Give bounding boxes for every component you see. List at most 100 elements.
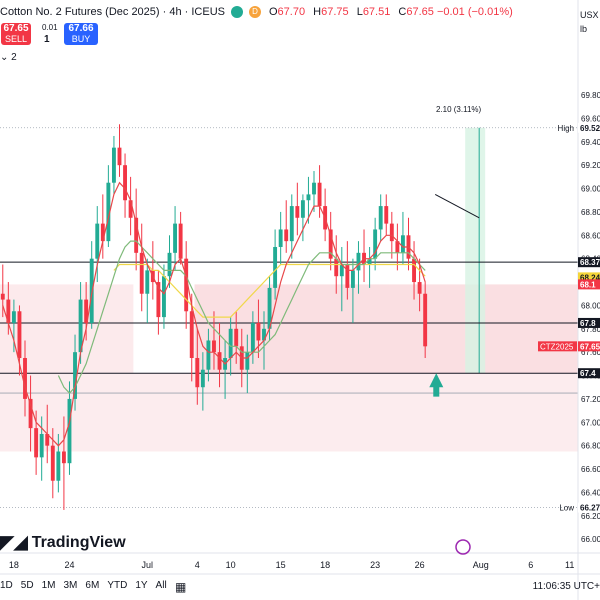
price-tag-bg-0 bbox=[578, 272, 600, 283]
symbol-tag-bg bbox=[538, 341, 577, 352]
high-label: High bbox=[558, 124, 574, 133]
candle-42 bbox=[234, 311, 239, 364]
y-tick-label-2: 66.40 bbox=[581, 488, 600, 497]
x-tick-label-7: 23 bbox=[370, 560, 380, 570]
candle-18 bbox=[100, 194, 105, 259]
candle-12 bbox=[67, 381, 72, 475]
hline-tag-3: 69.52 bbox=[580, 124, 600, 133]
price-tag-bg-1 bbox=[578, 279, 600, 290]
candle-61 bbox=[339, 246, 344, 312]
buy-button[interactable]: 67.66 BUY bbox=[64, 23, 98, 45]
tf-all[interactable]: All bbox=[155, 580, 167, 591]
price-tag-2: 67.65 bbox=[580, 342, 600, 351]
x-tick-label-10: 6 bbox=[528, 560, 533, 570]
buy-label: BUY bbox=[71, 34, 91, 44]
candle-body-9 bbox=[50, 445, 55, 481]
tf-1d[interactable]: 1D bbox=[0, 580, 13, 591]
tradingview-icon: ◤◢ bbox=[0, 532, 28, 552]
sell-button[interactable]: 67.65 SELL bbox=[1, 23, 31, 45]
hline-tag-bg-1 bbox=[578, 317, 600, 328]
candle-body-67 bbox=[373, 229, 378, 259]
market-status-icon bbox=[230, 6, 243, 18]
candle-body-37 bbox=[206, 340, 211, 370]
unit-label: lb bbox=[580, 24, 588, 34]
candle-body-72 bbox=[400, 235, 405, 253]
tf-1m[interactable]: 1M bbox=[41, 580, 56, 591]
x-tick-label-9: Aug bbox=[473, 560, 489, 570]
candle-31 bbox=[173, 206, 178, 271]
candle-body-30 bbox=[167, 252, 172, 277]
ohlc-readout: O67.70 H67.75 L67.51 C67.65 −0.01 (−0.01… bbox=[269, 6, 518, 18]
candle-5 bbox=[28, 375, 33, 452]
clock[interactable]: 11:06:35 UTC+ bbox=[532, 581, 600, 592]
candle-body-36 bbox=[200, 369, 205, 388]
candle-49 bbox=[273, 229, 278, 300]
candle-body-44 bbox=[245, 352, 250, 370]
candle-body-62 bbox=[345, 264, 350, 288]
indicator-toggle[interactable]: ⌄ 2 bbox=[0, 52, 17, 63]
candle-body-5 bbox=[28, 398, 33, 429]
candle-body-0 bbox=[0, 293, 5, 300]
candle-body-33 bbox=[184, 258, 189, 312]
candle-53 bbox=[295, 182, 300, 236]
candle-66 bbox=[367, 246, 372, 288]
candle-63 bbox=[350, 258, 355, 323]
candle-46 bbox=[256, 299, 261, 359]
candle-body-52 bbox=[289, 206, 294, 242]
tf-5d[interactable]: 5D bbox=[20, 580, 34, 591]
candle-26 bbox=[145, 258, 150, 323]
currency-label[interactable]: USX lb bbox=[580, 8, 599, 36]
candle-body-18 bbox=[100, 223, 105, 242]
candle-body-39 bbox=[217, 352, 222, 370]
candle-59 bbox=[328, 211, 333, 271]
range-label: 2.10 (3.11%) bbox=[436, 105, 482, 114]
candle-body-12 bbox=[67, 398, 72, 464]
y-tick-label-17: 69.40 bbox=[581, 138, 600, 147]
x-tick-label-8: 26 bbox=[415, 560, 425, 570]
candle-body-64 bbox=[356, 252, 361, 271]
currency-code: USX bbox=[580, 10, 599, 20]
candle-50 bbox=[278, 211, 283, 265]
symbol-title[interactable]: Cotton No. 2 Futures (Dec 2025) · 4h · I… bbox=[0, 6, 225, 18]
buy-arrow-icon bbox=[429, 373, 444, 397]
candle-32 bbox=[178, 211, 183, 265]
candle-39 bbox=[217, 322, 222, 388]
candle-body-51 bbox=[284, 229, 289, 242]
price-tag-0: 68.24 bbox=[580, 273, 600, 282]
open-key: O bbox=[268, 6, 278, 18]
candle-65 bbox=[362, 229, 366, 283]
candle-19 bbox=[106, 165, 111, 247]
candle-0 bbox=[0, 264, 5, 318]
candle-35 bbox=[195, 328, 200, 405]
zone-2 bbox=[0, 373, 578, 452]
low-key: L bbox=[356, 6, 363, 18]
candle-body-75 bbox=[417, 282, 422, 294]
calendar-icon[interactable]: ▦ bbox=[175, 580, 187, 594]
quantity-value[interactable]: 1 bbox=[44, 34, 50, 45]
candle-17 bbox=[95, 206, 100, 283]
candle-body-19 bbox=[106, 182, 111, 242]
y-tick-label-19: 69.80 bbox=[581, 91, 600, 100]
y-tick-label-15: 69.00 bbox=[581, 185, 600, 194]
tf-1y[interactable]: 1Y bbox=[135, 580, 148, 591]
y-tick-label-5: 67.00 bbox=[581, 418, 600, 427]
x-tick-label-11: 11 bbox=[565, 560, 574, 570]
candle-body-15 bbox=[84, 299, 89, 323]
candle-body-71 bbox=[395, 241, 400, 253]
trend-line bbox=[434, 193, 480, 219]
candle-body-57 bbox=[317, 182, 322, 207]
tf-6m[interactable]: 6M bbox=[85, 580, 100, 591]
tf-3m[interactable]: 3M bbox=[63, 580, 78, 591]
candle-body-61 bbox=[339, 264, 344, 277]
candle-body-56 bbox=[312, 182, 316, 195]
tf-ytd[interactable]: YTD bbox=[107, 580, 128, 591]
candle-54 bbox=[300, 194, 305, 242]
candle-body-7 bbox=[39, 433, 44, 458]
sell-label: SELL bbox=[4, 34, 28, 44]
candle-body-41 bbox=[228, 328, 233, 359]
low-value: 67.51 bbox=[362, 6, 391, 18]
low-label: Low bbox=[559, 504, 574, 513]
candle-10 bbox=[56, 433, 61, 493]
candle-body-2 bbox=[11, 311, 16, 323]
